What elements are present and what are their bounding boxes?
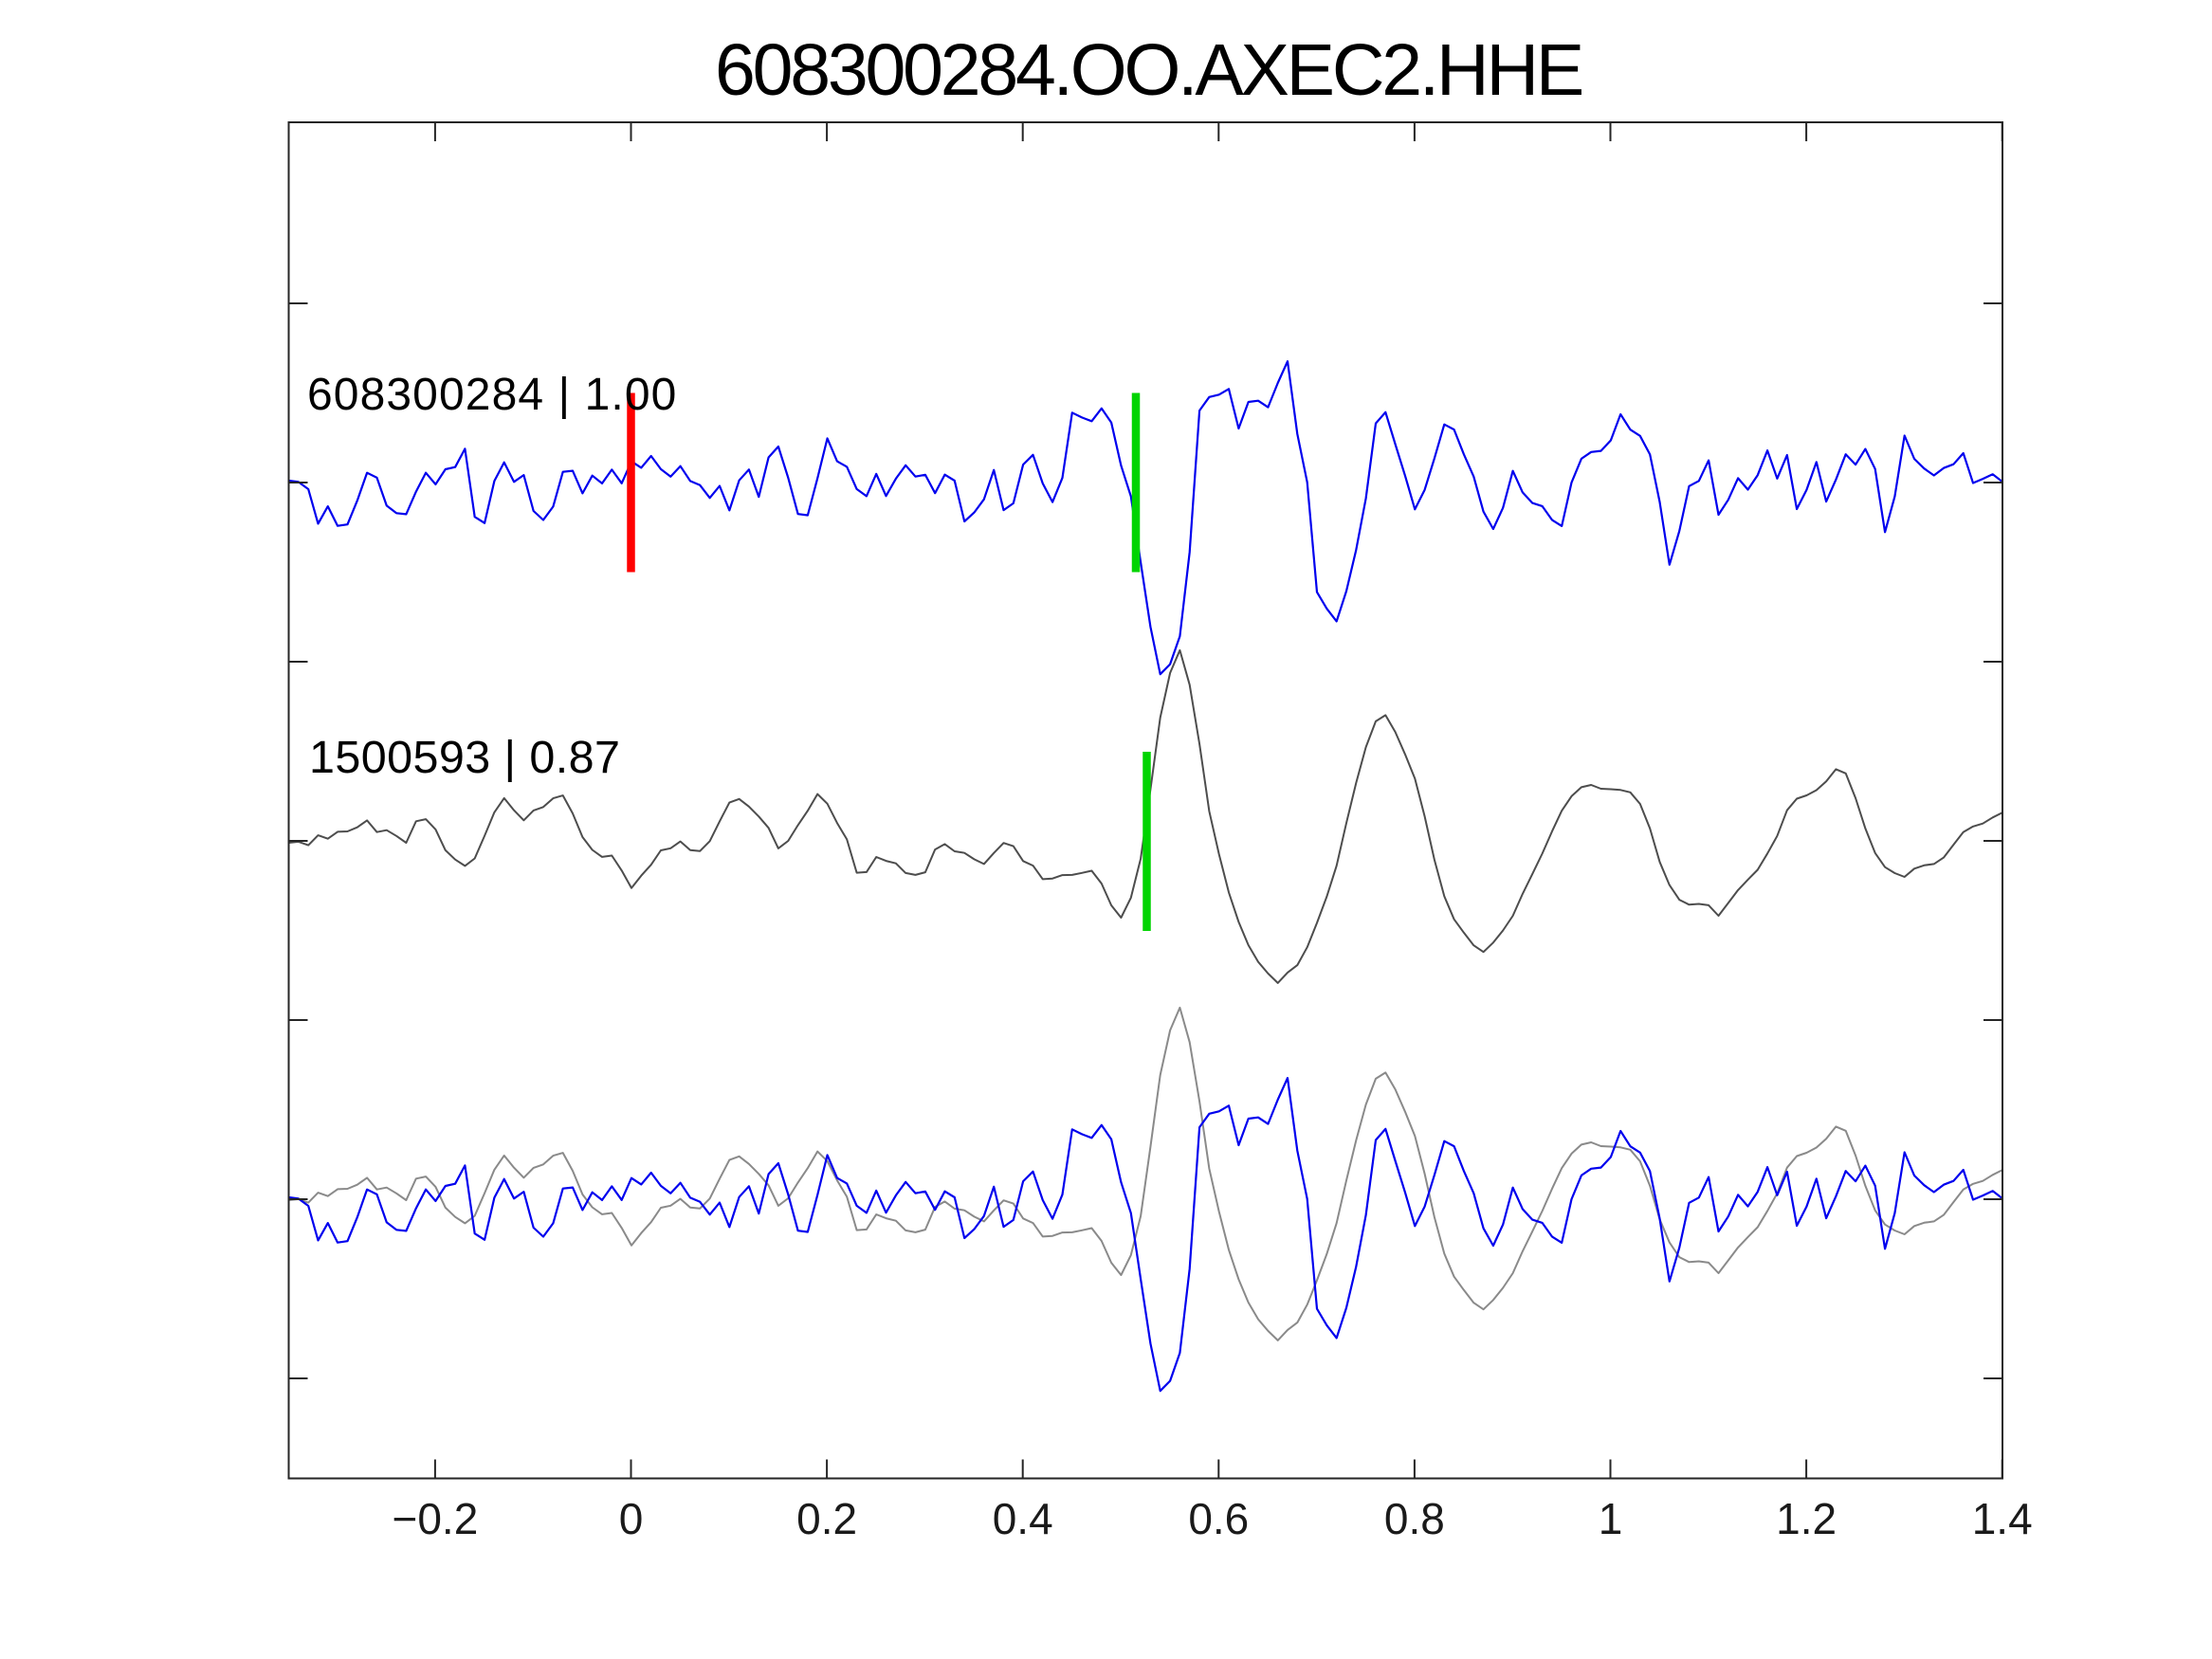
svg-text:608300284.OO.AXEC2.HHE: 608300284.OO.AXEC2.HHE	[715, 29, 1582, 111]
svg-text:1500593 | 0.87: 1500593 | 0.87	[309, 732, 620, 783]
svg-text:1.2: 1.2	[1776, 1494, 1837, 1543]
svg-text:0.4: 0.4	[993, 1494, 1053, 1543]
svg-text:1: 1	[1599, 1494, 1623, 1543]
svg-text:608300284 | 1.00: 608300284 | 1.00	[307, 370, 677, 420]
svg-text:−0.2: −0.2	[392, 1494, 478, 1543]
svg-text:0.8: 0.8	[1384, 1494, 1445, 1543]
svg-text:1.4: 1.4	[1972, 1494, 2033, 1543]
svg-text:0.6: 0.6	[1188, 1494, 1249, 1543]
svg-text:0: 0	[619, 1494, 644, 1543]
svg-text:0.2: 0.2	[796, 1494, 857, 1543]
